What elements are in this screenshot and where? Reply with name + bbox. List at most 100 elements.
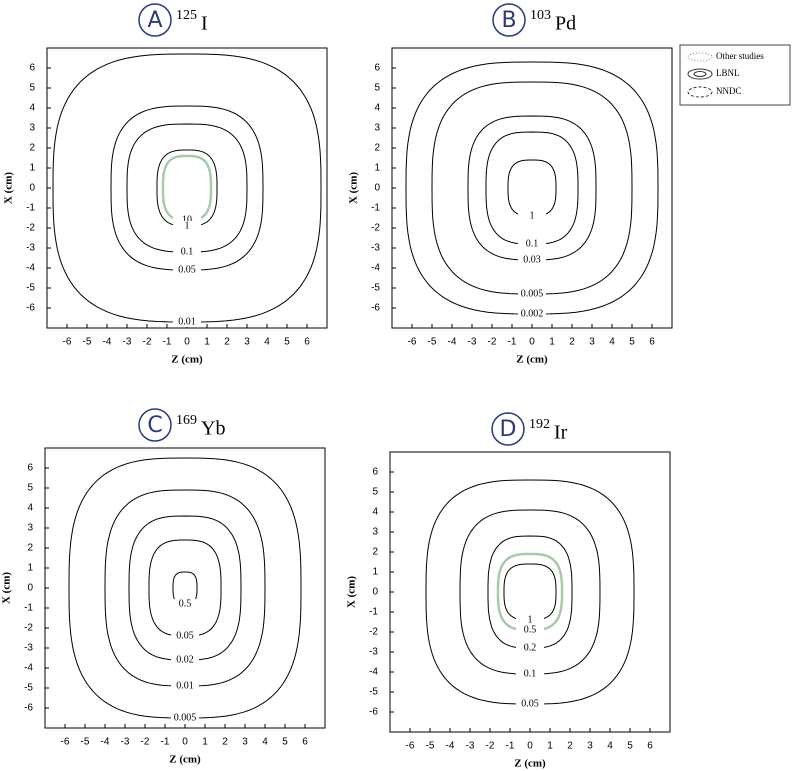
contour-label-bg	[518, 309, 546, 319]
y-tick-label: -2	[24, 623, 33, 634]
contour-label: 0.5	[524, 624, 537, 635]
contour-label-bg	[516, 615, 544, 625]
isotope-symbol: I	[201, 13, 208, 35]
x-tick-label: -5	[83, 337, 92, 348]
contour-label: 1	[528, 614, 533, 625]
y-tick-label: -2	[369, 627, 378, 638]
contour-label: 0.1	[526, 238, 539, 249]
x-tick-label: 1	[549, 337, 555, 348]
y-tick-label: 6	[372, 467, 378, 478]
y-tick-label: 0	[27, 583, 33, 594]
y-tick-label: -4	[24, 663, 33, 674]
contour-label-bg	[173, 265, 201, 275]
x-tick-label: -1	[161, 737, 170, 748]
contour-line	[485, 131, 579, 245]
y-tick-label: -3	[371, 243, 380, 254]
contour-label: 0.005	[521, 288, 544, 299]
contour-label: 1	[185, 220, 190, 231]
contour-label: 0.05	[521, 698, 539, 709]
legend-symbol	[687, 86, 713, 98]
x-tick-label: 3	[242, 737, 248, 748]
contour-label: 0.05	[176, 630, 194, 641]
legend-symbol	[687, 52, 713, 62]
y-tick-label: 1	[372, 567, 378, 578]
panel-label: C	[147, 413, 162, 438]
x-tick-label: 1	[204, 337, 210, 348]
contour-label: 0.5	[179, 598, 192, 609]
x-tick-label: -2	[488, 337, 497, 348]
y-tick-label: -6	[26, 303, 35, 314]
x-tick-label: 4	[264, 337, 270, 348]
y-tick-label: 0	[372, 587, 378, 598]
isotope-mass: 192	[529, 417, 550, 432]
x-tick-label: 2	[567, 741, 573, 752]
y-tick-label: 0	[29, 183, 35, 194]
x-tick-label: -3	[123, 337, 132, 348]
contour-label-bg	[173, 215, 201, 225]
panel-label: D	[500, 417, 517, 442]
contour-label-bg	[516, 699, 544, 709]
contour-label-bg	[171, 681, 199, 691]
contour-label: 0.02	[176, 654, 194, 665]
y-tick-label: 0	[374, 183, 380, 194]
x-tick-label: 5	[627, 741, 633, 752]
contour-label: 0.05	[178, 264, 196, 275]
contour-label-bg	[171, 599, 199, 609]
x-tick-label: 0	[184, 337, 190, 348]
y-tick-label: -1	[26, 203, 35, 214]
isotope-symbol: Pd	[555, 13, 576, 35]
y-tick-label: 4	[374, 103, 380, 114]
y-tick-label: -3	[24, 643, 33, 654]
y-tick-label: -2	[26, 223, 35, 234]
x-tick-label: 6	[304, 337, 310, 348]
x-tick-label: 3	[587, 741, 593, 752]
contour-line	[161, 154, 213, 222]
y-tick-label: -1	[24, 603, 33, 614]
y-tick-label: -6	[369, 707, 378, 718]
contour-line	[104, 489, 266, 687]
x-tick-label: 6	[649, 337, 655, 348]
contour-line	[110, 105, 264, 271]
y-tick-label: 6	[374, 63, 380, 74]
y-axis-label: X (cm)	[1, 572, 13, 604]
y-tick-label: 6	[27, 463, 33, 474]
x-tick-label: -2	[486, 741, 495, 752]
y-tick-label: -4	[369, 667, 378, 678]
x-tick-label: -2	[141, 737, 150, 748]
y-tick-label: -5	[26, 283, 35, 294]
y-tick-label: 6	[29, 63, 35, 74]
contour-line	[425, 479, 635, 705]
y-axis-label: X (cm)	[3, 172, 15, 204]
panel-label: B	[501, 8, 516, 33]
y-tick-label: 5	[372, 487, 378, 498]
x-tick-label: -6	[63, 337, 72, 348]
y-tick-label: 3	[29, 123, 35, 134]
contour-label: 0.005	[174, 712, 197, 723]
contour-line	[68, 457, 302, 719]
contour-label: 0.01	[176, 680, 194, 691]
plot-frame	[46, 47, 328, 329]
y-tick-label: 5	[374, 83, 380, 94]
panel-badge	[138, 3, 172, 37]
x-tick-label: 6	[302, 737, 308, 748]
x-tick-label: -3	[121, 737, 130, 748]
legend-symbol	[687, 68, 713, 80]
y-tick-label: -2	[371, 223, 380, 234]
x-tick-label: -4	[101, 737, 110, 748]
contour-label: 0.01	[178, 316, 196, 327]
y-tick-label: 2	[29, 143, 35, 154]
isotope-mass: 125	[176, 8, 197, 23]
x-tick-label: 3	[244, 337, 250, 348]
contour-label: 0.2	[524, 642, 537, 653]
contour-label-bg	[173, 247, 201, 257]
x-tick-label: 0	[182, 737, 188, 748]
x-tick-label: -1	[163, 337, 172, 348]
x-tick-label: -1	[508, 337, 517, 348]
y-tick-label: 5	[27, 483, 33, 494]
x-axis-label: Z (cm)	[516, 354, 548, 366]
contour-label-bg	[171, 655, 199, 665]
y-tick-label: -5	[24, 683, 33, 694]
contour-label-bg	[173, 221, 201, 231]
x-tick-label: -5	[428, 337, 437, 348]
contour-label: 0.03	[523, 254, 541, 265]
